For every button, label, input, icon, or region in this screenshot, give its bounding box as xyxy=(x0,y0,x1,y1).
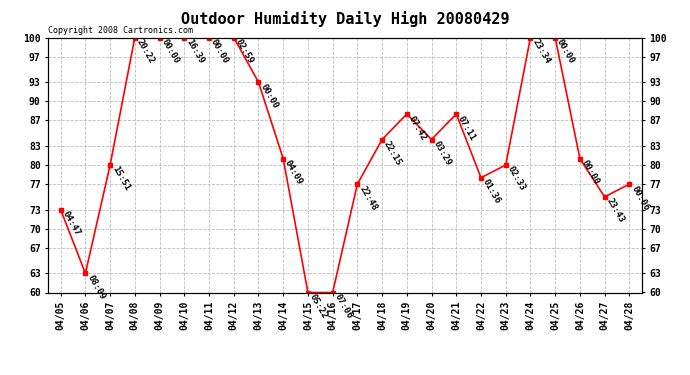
Text: 04:09: 04:09 xyxy=(283,159,304,186)
Text: 20:22: 20:22 xyxy=(135,38,156,65)
Text: Copyright 2008 Cartronics.com: Copyright 2008 Cartronics.com xyxy=(48,26,193,35)
Text: 00:00: 00:00 xyxy=(159,38,181,65)
Text: 07:11: 07:11 xyxy=(456,114,477,142)
Text: 02:33: 02:33 xyxy=(506,165,527,193)
Text: 22:48: 22:48 xyxy=(357,184,379,212)
Text: 02:59: 02:59 xyxy=(234,38,255,65)
Text: 23:43: 23:43 xyxy=(604,197,626,225)
Text: 01:36: 01:36 xyxy=(481,178,502,206)
Text: 23:34: 23:34 xyxy=(531,38,552,65)
Text: Outdoor Humidity Daily High 20080429: Outdoor Humidity Daily High 20080429 xyxy=(181,11,509,27)
Text: 00:00: 00:00 xyxy=(580,159,601,186)
Text: 00:00: 00:00 xyxy=(259,82,279,110)
Text: 03:29: 03:29 xyxy=(431,140,453,167)
Text: 07:42: 07:42 xyxy=(407,114,428,142)
Text: 22:15: 22:15 xyxy=(382,140,404,167)
Text: 00:06: 00:06 xyxy=(629,184,651,212)
Text: 07:06: 07:06 xyxy=(333,292,354,320)
Text: 16:39: 16:39 xyxy=(184,38,206,65)
Text: 04:47: 04:47 xyxy=(61,210,82,237)
Text: 05:22: 05:22 xyxy=(308,292,329,320)
Text: 08:09: 08:09 xyxy=(86,273,107,301)
Text: 00:00: 00:00 xyxy=(209,38,230,65)
Text: 00:00: 00:00 xyxy=(555,38,576,65)
Text: 15:51: 15:51 xyxy=(110,165,131,193)
